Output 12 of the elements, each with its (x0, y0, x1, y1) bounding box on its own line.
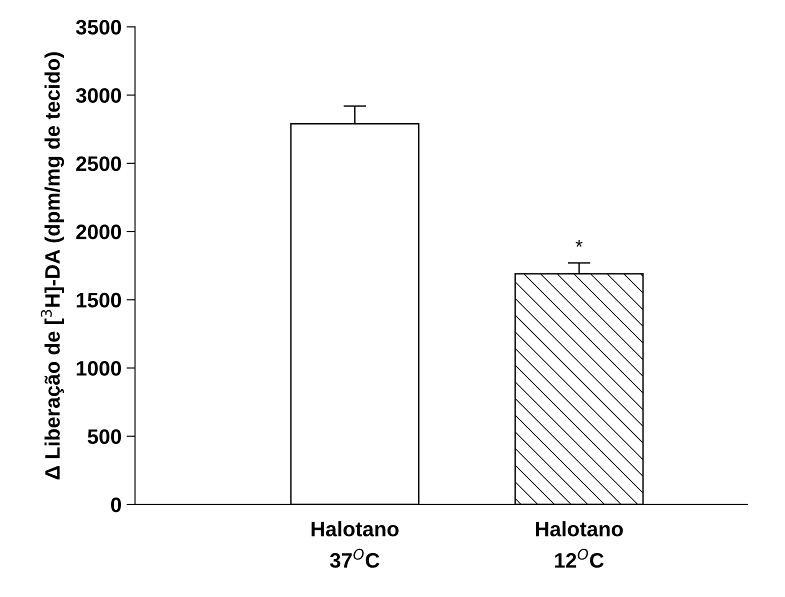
x-tick-label: Halotano 12$^{O}$C (536, 521, 623, 568)
y-tick-label: 3000 (76, 88, 121, 103)
y-tick-label: 1000 (76, 361, 121, 376)
x-tick-label: Halotano 37$^{O}$C (312, 521, 399, 568)
y-tick-label: 500 (88, 429, 121, 444)
y-tick-label: 1500 (76, 292, 121, 308)
annotation: * (576, 240, 583, 247)
y-axis-title: Δ Liberação de [$^{3}$H]-DA (dpm/mg de tecido) (40, 52, 64, 480)
y-tick-label: 0 (111, 497, 121, 512)
y-tick-label: 2000 (76, 224, 121, 240)
y-tick-label: 3500 (76, 20, 121, 35)
y-tick-label: 2500 (76, 156, 121, 172)
